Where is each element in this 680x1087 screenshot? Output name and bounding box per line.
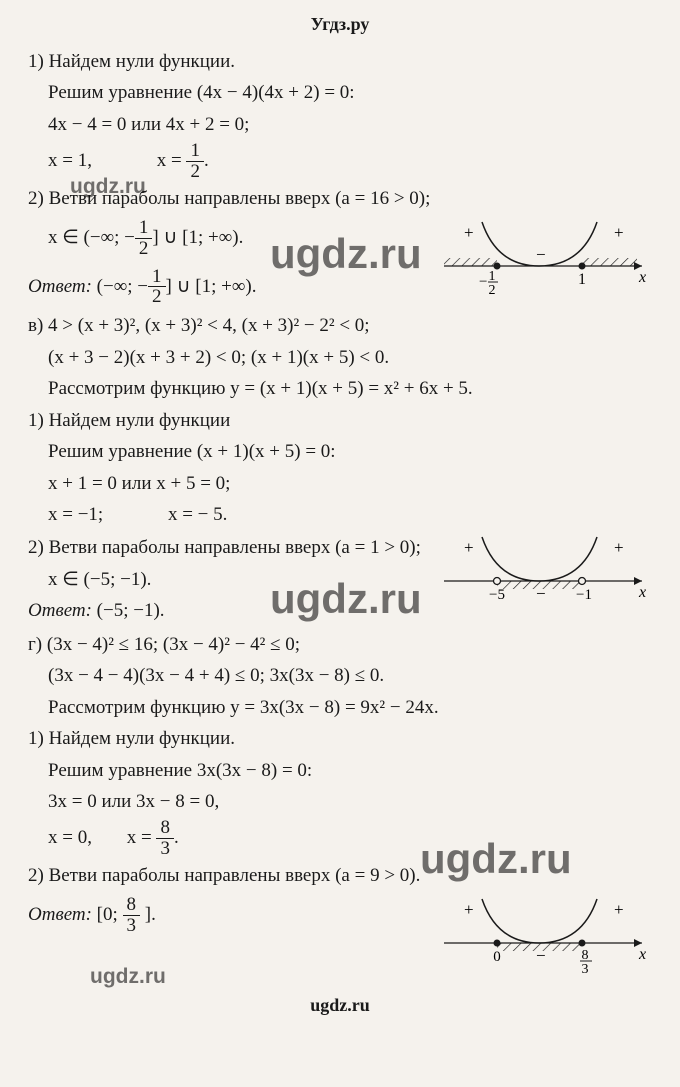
svg-text:2: 2 — [489, 283, 496, 298]
row-with-chart: x ∈ (−∞; −12] ∪ [1; +∞). Ответ: (−∞; −12… — [28, 216, 652, 310]
equation-line: 3x = 0 или 3x − 8 = 0, — [28, 787, 652, 816]
row-with-chart: Ответ: [0; 83 ]. + + − x 0 — [28, 893, 652, 985]
text: x = — [127, 827, 157, 848]
case-g-line: г) (3x − 4)² ≤ 16; (3x − 4)² − 4² ≤ 0; — [28, 630, 652, 659]
equation-line: Решим уравнение 3x(3x − 8) = 0: — [28, 756, 652, 785]
text: (−∞; − — [92, 275, 148, 296]
svg-text:−5: −5 — [489, 587, 505, 603]
text: x = −1; — [48, 504, 103, 525]
answer-label: Ответ: — [28, 275, 92, 296]
fraction: 12 — [148, 267, 166, 308]
svg-text:1: 1 — [578, 271, 586, 288]
step-2-title: 2) Ветви параболы направлены вверх (a = … — [28, 184, 652, 213]
equation-line: Рассмотрим функцию y = 3x(3x − 8) = 9x² … — [28, 693, 652, 722]
row-with-chart: 2) Ветви параболы направлены вверх (a = … — [28, 531, 652, 627]
sign-chart-1: + + − x − 1 2 1 — [442, 216, 652, 308]
text: ] ∪ [1; +∞). — [152, 226, 243, 247]
answer-line: Ответ: (−5; −1). — [28, 596, 434, 625]
solution-line: x = 0, x = 83. — [28, 818, 652, 859]
svg-text:+: + — [464, 900, 474, 919]
sign-chart-2: + + − x −5 −1 — [442, 531, 652, 613]
svg-text:+: + — [464, 538, 474, 557]
answer-label: Ответ: — [28, 903, 92, 924]
fraction: 83 — [123, 895, 141, 936]
text: . — [174, 827, 179, 848]
svg-text:+: + — [614, 900, 624, 919]
step-1-title: 1) Найдем нули функции — [28, 406, 652, 435]
footer: ugdz.ru — [28, 985, 652, 1022]
equation-line: x + 1 = 0 или x + 5 = 0; — [28, 469, 652, 498]
solution-line: x = −1; x = − 5. — [28, 500, 652, 529]
text: (−5; −1). — [92, 600, 165, 621]
svg-text:−1: −1 — [576, 587, 592, 603]
text: ] ∪ [1; +∞). — [166, 275, 257, 296]
step-1-title: 1) Найдем нули функции. — [28, 47, 652, 76]
svg-text:+: + — [464, 223, 474, 242]
answer-label: Ответ: — [28, 600, 92, 621]
answer-line: Ответ: [0; 83 ]. — [28, 895, 434, 936]
svg-text:−: − — [536, 946, 546, 965]
text: . — [204, 150, 209, 171]
text: x = 0, — [48, 827, 92, 848]
equation-line: Решим уравнение (x + 1)(x + 5) = 0: — [28, 437, 652, 466]
case-v-line: в) 4 > (x + 3)², (x + 3)² < 4, (x + 3)² … — [28, 311, 652, 340]
text: x = 1, — [48, 150, 92, 171]
equation-line: (3x − 4 − 4)(3x − 4 + 4) ≤ 0; 3x(3x − 8)… — [28, 661, 652, 690]
equation-line: Рассмотрим функцию y = (x + 1)(x + 5) = … — [28, 374, 652, 403]
sign-chart-3: + + − x 0 8 3 — [442, 893, 652, 985]
svg-text:3: 3 — [582, 962, 589, 977]
header: Угдз.ру — [28, 10, 652, 45]
fraction: 12 — [135, 218, 153, 259]
text: ]. — [140, 903, 156, 924]
svg-text:x: x — [638, 269, 646, 286]
page: Угдз.ру 1) Найдем нули функции. Решим ур… — [0, 0, 680, 1042]
svg-text:−: − — [536, 245, 546, 264]
text: x = − 5. — [168, 504, 227, 525]
equation-line: (x + 3 − 2)(x + 3 + 2) < 0; (x + 1)(x + … — [28, 343, 652, 372]
text: x ∈ (−∞; − — [48, 226, 135, 247]
solution-line: x = 1, x = 12. — [28, 141, 652, 182]
interval-line: x ∈ (−∞; −12] ∪ [1; +∞). — [28, 218, 434, 259]
answer-line: Ответ: (−∞; −12] ∪ [1; +∞). — [28, 267, 434, 308]
text: [0; — [92, 903, 123, 924]
text: x = — [157, 150, 187, 171]
svg-text:0: 0 — [493, 949, 501, 965]
fraction: 12 — [186, 141, 204, 182]
svg-text:−: − — [479, 274, 487, 290]
step-2-title: 2) Ветви параболы направлены вверх (a = … — [28, 533, 434, 562]
svg-text:+: + — [614, 538, 624, 557]
equation-line: Решим уравнение (4x − 4)(4x + 2) = 0: — [28, 78, 652, 107]
equation-line: 4x − 4 = 0 или 4x + 2 = 0; — [28, 110, 652, 139]
step-2-title: 2) Ветви параболы направлены вверх (a = … — [28, 861, 652, 890]
interval-line: x ∈ (−5; −1). — [28, 565, 434, 594]
svg-text:+: + — [614, 223, 624, 242]
fraction: 83 — [156, 818, 174, 859]
svg-text:−: − — [536, 584, 546, 603]
svg-text:x: x — [638, 584, 646, 601]
svg-text:x: x — [638, 946, 646, 963]
step-1-title: 1) Найдем нули функции. — [28, 724, 652, 753]
